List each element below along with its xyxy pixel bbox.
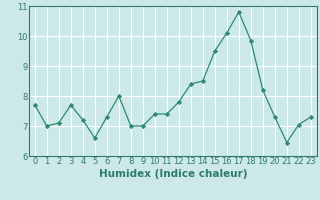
X-axis label: Humidex (Indice chaleur): Humidex (Indice chaleur) <box>99 169 247 179</box>
